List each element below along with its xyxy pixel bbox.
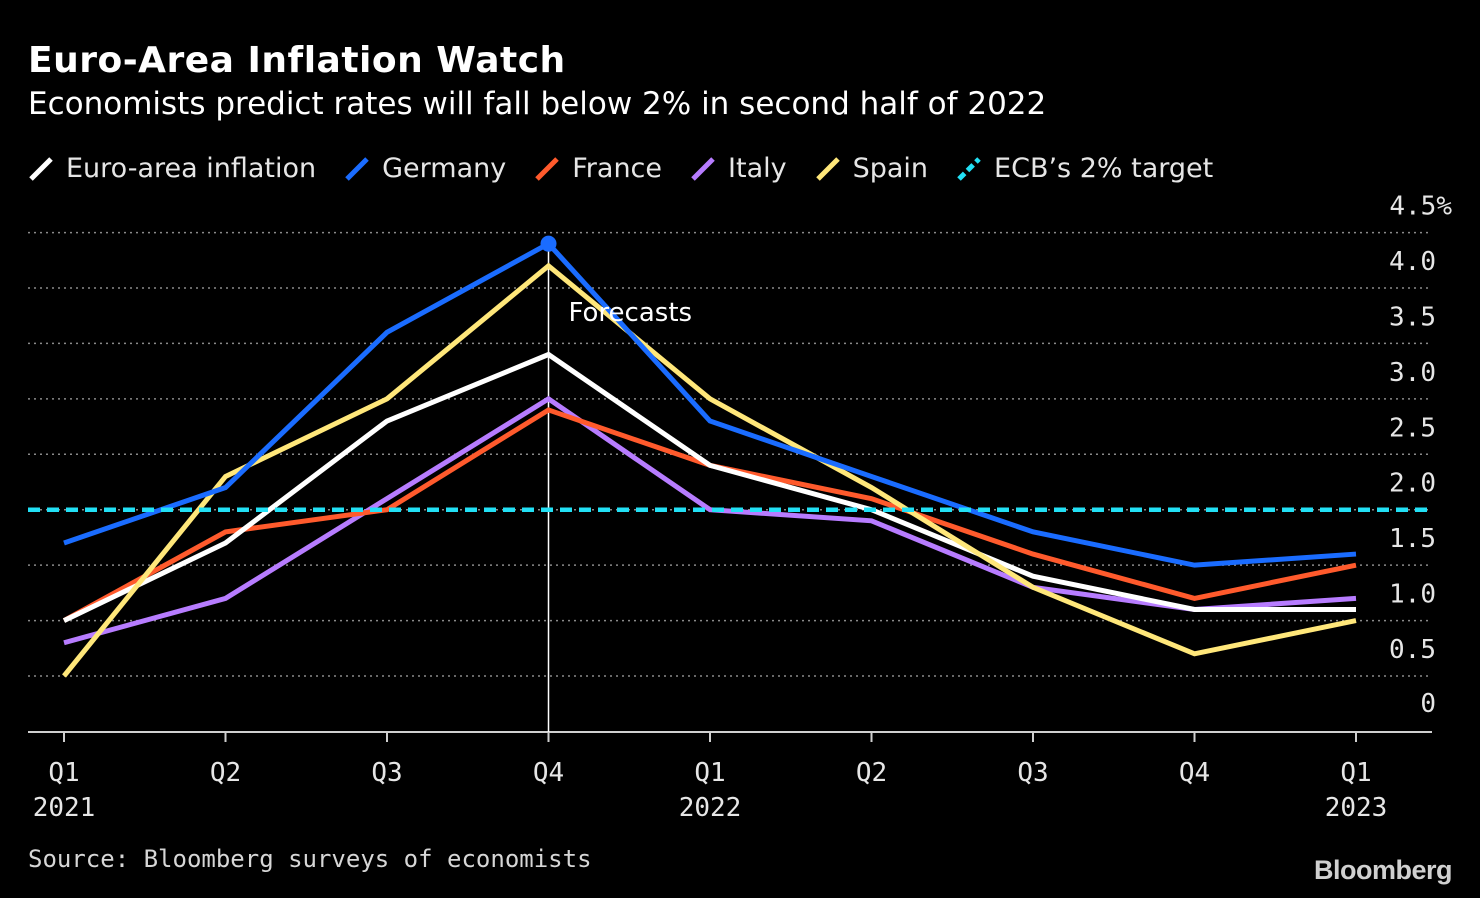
legend-item: France [534, 153, 662, 184]
x-tick-label: Q3 [1017, 758, 1048, 788]
legend-item: ECB’s 2% target [956, 153, 1213, 184]
legend-swatch-icon [28, 153, 56, 183]
y-tick-label: 2.5 [1389, 413, 1436, 443]
x-tick-label: Q2 [210, 758, 241, 788]
legend-label: ECB’s 2% target [994, 152, 1214, 184]
y-tick-label: 1.5 [1389, 524, 1436, 554]
legend-item: Euro-area inflation [28, 153, 316, 184]
legend-swatch-icon [344, 153, 372, 183]
x-tick-label: Q1 [48, 758, 79, 788]
legend-label: Italy [728, 152, 787, 184]
legend: Euro-area inflation Germany France Italy Spa… [28, 150, 1241, 186]
source-note: Source: Bloomberg surveys of economists [28, 845, 592, 873]
chart-subtitle: Economists predict rates will fall below… [28, 86, 1047, 122]
x-tick-label: Q3 [371, 758, 402, 788]
x-tick-year-label: 2021 [33, 793, 96, 823]
legend-label: Spain [852, 152, 929, 184]
x-tick-label: Q4 [1179, 758, 1210, 788]
y-tick-label: 2.0 [1389, 469, 1436, 499]
y-tick-label: 3.0 [1389, 358, 1436, 388]
series-line-euro-area-inflation [62, 351, 1356, 623]
forecasts-annotation: Forecasts [569, 298, 693, 328]
y-tick-label: 0 [1420, 689, 1436, 719]
y-tick-label: 1.0 [1389, 580, 1436, 610]
legend-item: Spain [815, 153, 928, 184]
x-tick-label: Q4 [533, 758, 564, 788]
brand-logo: Bloomberg [1313, 855, 1453, 885]
legend-swatch-icon [815, 153, 843, 183]
legend-item: Germany [344, 153, 506, 184]
legend-swatch-icon [690, 153, 718, 183]
legend-swatch-icon [534, 153, 562, 183]
x-tick-label: Q1 [1340, 758, 1371, 788]
series-line-france [62, 407, 1357, 623]
legend-swatch-icon [956, 153, 984, 183]
legend-label: Euro-area inflation [66, 152, 317, 184]
y-tick-label: 0.5 [1389, 635, 1436, 665]
series-line-spain [62, 262, 1357, 678]
legend-label: Germany [382, 152, 507, 184]
y-tick-label: 3.5 [1389, 302, 1436, 332]
x-tick-year-label: 2022 [679, 793, 742, 823]
x-tick-label: Q2 [856, 758, 887, 788]
legend-label: France [572, 152, 663, 184]
series-line-germany [63, 240, 1357, 568]
x-tick-label: Q1 [694, 758, 725, 788]
series-line-italy [63, 395, 1357, 646]
y-tick-label: 4.0 [1389, 247, 1436, 277]
highlight-point [540, 235, 557, 252]
x-tick-year-label: 2023 [1325, 793, 1388, 823]
legend-item: Italy [690, 153, 787, 184]
chart-title: Euro-Area Inflation Watch [28, 40, 566, 81]
y-tick-label: 4.5% [1389, 192, 1452, 222]
